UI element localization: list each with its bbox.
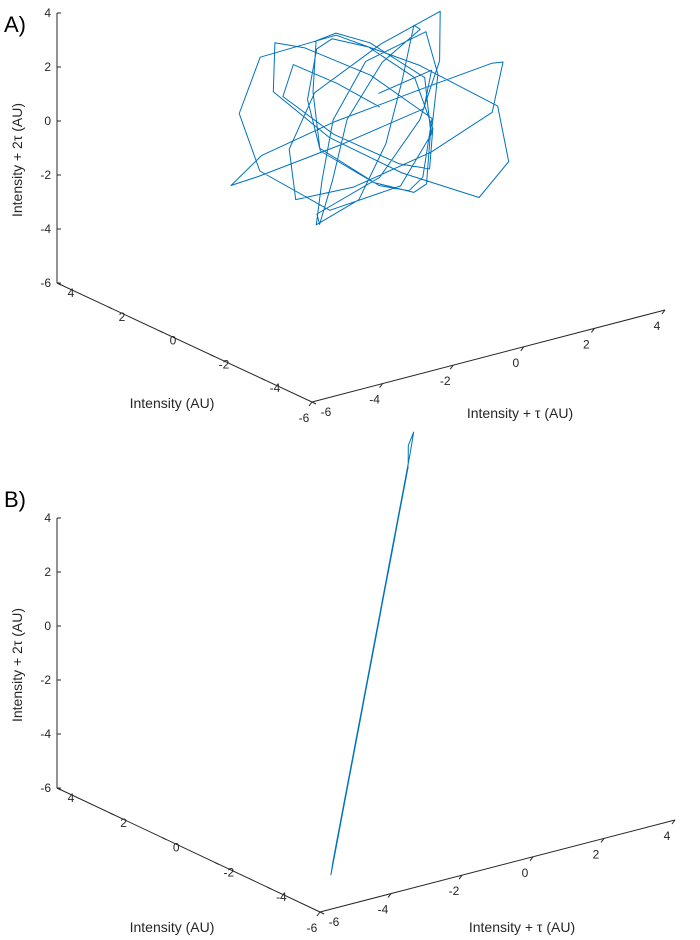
y-tick-label: -6 — [299, 411, 310, 425]
x-tick-label: -2 — [223, 865, 234, 879]
y-tick-mark — [458, 874, 463, 880]
x-axis-line — [56, 787, 321, 913]
panel-b-ylabel: Intensity + τ (AU) — [469, 919, 575, 935]
x-tick-mark — [319, 911, 325, 915]
y-tick-mark — [316, 911, 321, 917]
trajectory-line — [230, 10, 510, 226]
z-tick-label: 2 — [44, 565, 51, 579]
x-tick-label: -6 — [329, 915, 340, 929]
y-tick-label: 2 — [593, 847, 600, 861]
x-tick-label: 0 — [173, 841, 180, 855]
y-tick-label: 4 — [664, 829, 671, 843]
z-tick-label: 0 — [44, 619, 51, 633]
z-tick-label: 0 — [44, 114, 51, 128]
x-tick-mark — [311, 401, 317, 405]
panel-b-xlabel: Intensity (AU) — [130, 919, 215, 935]
x-tick-label: -4 — [270, 381, 281, 395]
z-tick-label: -4 — [40, 222, 51, 236]
y-tick-mark — [661, 309, 666, 315]
y-tick-label: 2 — [583, 337, 590, 351]
panel-b-trace — [330, 431, 415, 876]
y-tick-mark — [529, 856, 534, 862]
y-tick-mark — [600, 838, 605, 843]
z-tick-label: 4 — [44, 511, 51, 525]
panel-a-trace — [230, 10, 510, 226]
x-tick-label: -4 — [276, 890, 287, 904]
y-axis-line — [319, 819, 676, 913]
x-tick-mark — [161, 837, 167, 841]
y-tick-label: 0 — [522, 866, 529, 880]
panel-b-label: B) — [4, 487, 26, 512]
x-tick-label: 0 — [170, 334, 177, 348]
y-tick-mark — [449, 364, 454, 370]
panel-b-zlabel: Intensity + 2τ (AU) — [9, 608, 25, 722]
x-tick-mark — [260, 377, 266, 381]
x-tick-mark — [158, 330, 164, 334]
panel-a-zlabel: Intensity + 2τ (AU) — [9, 103, 25, 217]
z-tick-label: 2 — [44, 60, 51, 74]
x-tick-label: -6 — [321, 405, 332, 419]
x-tick-mark — [214, 861, 220, 865]
z-tick-label: -4 — [40, 727, 51, 741]
z-tick-label: -6 — [40, 781, 51, 795]
y-tick-mark — [671, 819, 676, 825]
x-tick-mark — [107, 306, 113, 310]
y-tick-label: -2 — [449, 884, 460, 898]
z-tick-label: -2 — [40, 168, 51, 182]
y-tick-label: -4 — [369, 393, 380, 407]
y-tick-mark — [520, 346, 525, 352]
panel-a: A) -6 -4 -2 0 2 4 -6 -4 -2 0 2 4 -6 -4 -2 0 2 4 Intensity… — [4, 6, 666, 425]
x-tick-label: 4 — [68, 286, 75, 300]
panel-a-axes: -6 -4 -2 0 2 4 -6 -4 -2 0 2 4 -6 -4 -2 0 2 4 — [40, 6, 666, 425]
x-tick-label: 4 — [68, 791, 75, 805]
x-tick-mark — [267, 886, 272, 890]
y-tick-label: 4 — [654, 319, 661, 333]
y-tick-mark — [387, 893, 392, 898]
x-tick-label: -2 — [219, 357, 230, 371]
panel-b-axes: -6 -4 -2 0 2 4 -6 -4 -2 0 2 4 -6 -4 -2 0 2 4 — [40, 511, 676, 935]
y-tick-mark — [308, 401, 313, 407]
y-tick-label: -4 — [378, 903, 389, 917]
y-tick-label: 0 — [512, 356, 519, 370]
x-tick-mark — [209, 353, 215, 357]
z-tick-label: 4 — [44, 6, 51, 20]
x-tick-mark — [109, 812, 114, 816]
y-axis-line — [311, 309, 666, 403]
x-axis-line — [56, 282, 313, 403]
x-tick-label: 2 — [119, 310, 126, 324]
y-tick-label: -2 — [440, 374, 451, 388]
z-tick-label: -6 — [40, 276, 51, 290]
trajectory-line — [330, 431, 415, 876]
y-tick-label: -6 — [307, 921, 318, 935]
y-tick-mark — [379, 383, 384, 388]
panel-a-label: A) — [4, 12, 26, 37]
panel-a-ylabel: Intensity + τ (AU) — [467, 405, 573, 421]
x-tick-label: 2 — [120, 816, 127, 830]
z-tick-label: -2 — [40, 673, 51, 687]
y-tick-mark — [591, 328, 595, 333]
panel-a-xlabel: Intensity (AU) — [130, 395, 215, 411]
panel-b: B) -6 -4 -2 0 2 4 -6 -4 -2 0 2 4 -6 -4 -2 0 2 4 Intensity… — [4, 431, 676, 935]
